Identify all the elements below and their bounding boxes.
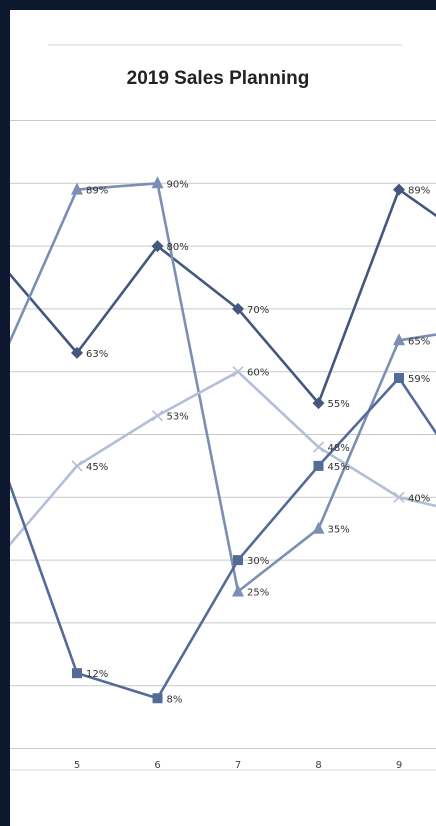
data-label: 90% <box>167 179 189 190</box>
data-point <box>232 366 244 378</box>
chart-title: 2019 Sales Planning <box>127 68 310 89</box>
data-label: 45% <box>328 462 350 473</box>
data-point <box>312 521 325 534</box>
data-point <box>393 333 405 346</box>
data-point <box>233 555 243 566</box>
x-tick-label: 5 <box>74 760 80 771</box>
data-label: 8% <box>167 694 183 705</box>
data-label: 40% <box>408 493 430 504</box>
data-label: 65% <box>408 336 430 347</box>
data-label: 70% <box>247 305 269 316</box>
data-point <box>393 491 405 503</box>
data-point <box>72 668 82 679</box>
data-point <box>71 460 83 472</box>
data-point <box>151 410 164 422</box>
data-point <box>313 460 324 471</box>
x-tick-label: 8 <box>315 760 321 771</box>
data-label: 80% <box>167 242 189 253</box>
x-tick-label: 6 <box>154 760 160 771</box>
data-label: 55% <box>328 399 350 410</box>
data-label: 59% <box>408 374 430 385</box>
x-tick-label: 9 <box>396 760 402 771</box>
data-point <box>71 182 83 195</box>
data-label: 25% <box>247 588 269 599</box>
data-point <box>152 693 163 704</box>
data-point <box>151 176 164 189</box>
data-point <box>312 397 325 410</box>
data-label: 89% <box>408 186 430 197</box>
data-label: 63% <box>86 349 108 360</box>
series-line-2 <box>10 182 436 593</box>
x-tick-label: 7 <box>235 760 241 771</box>
data-point <box>232 584 244 597</box>
data-label: 30% <box>247 556 269 567</box>
series-line-1 <box>10 188 436 405</box>
chart-sheet: 2019 Sales Planning 63% 80% 70% 55% 89% 89% 90… <box>10 10 436 826</box>
data-label: 89% <box>86 186 108 197</box>
series-line-4 <box>10 376 436 700</box>
data-point <box>393 183 405 196</box>
data-label: 60% <box>247 368 269 379</box>
data-label: 45% <box>86 462 108 473</box>
data-point <box>312 441 325 453</box>
data-label: 12% <box>86 669 108 680</box>
data-point <box>71 346 83 359</box>
line-chart: 2019 Sales Planning 63% 80% 70% 55% 89% 89% 90… <box>10 44 436 771</box>
data-label: 35% <box>328 525 350 536</box>
data-label: 53% <box>167 412 189 423</box>
data-point <box>232 302 244 315</box>
data-point <box>394 372 404 383</box>
data-label: 48% <box>328 443 350 454</box>
data-point <box>151 240 164 253</box>
